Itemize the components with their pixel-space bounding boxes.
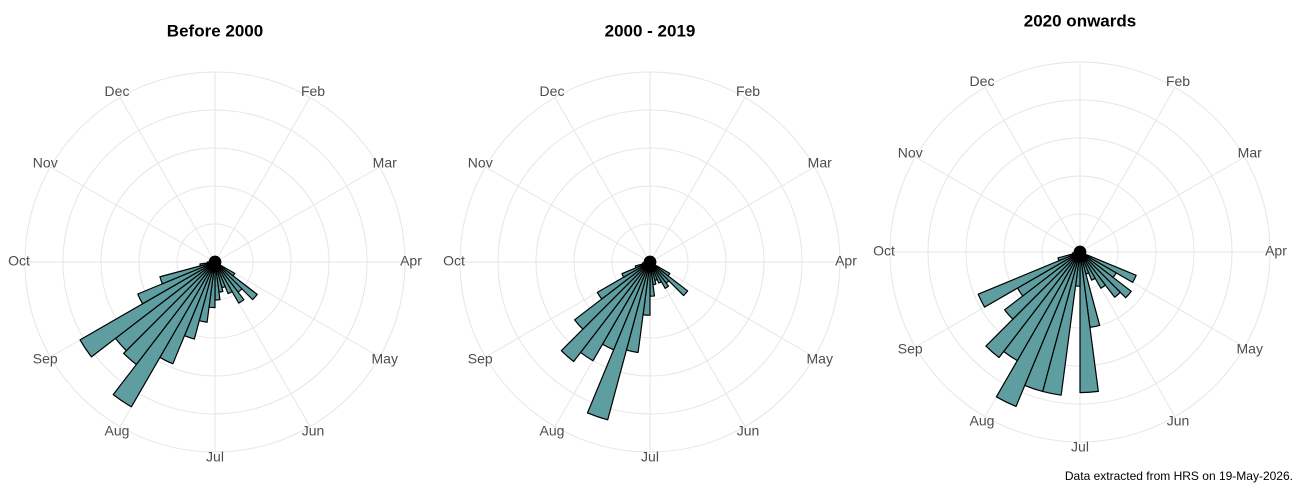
x-tick-label: Mar <box>808 155 832 171</box>
bar <box>214 261 245 304</box>
grid-spoke <box>649 166 815 263</box>
x-tick-label: Nov <box>468 155 493 171</box>
x-tick-label: Dec <box>105 83 130 99</box>
bar <box>560 261 651 363</box>
x-tick-label: Jul <box>641 449 659 465</box>
bar <box>1079 251 1132 299</box>
grid-spoke <box>485 166 651 263</box>
x-tick-label: Dec <box>540 83 565 99</box>
grid-spoke <box>50 166 216 263</box>
bar <box>649 261 662 284</box>
grid-spoke <box>1079 156 1245 253</box>
x-tick-label: Jun <box>1167 412 1190 428</box>
polar-panel: 2000 - 2019 Feb Mar Apr May Jun Jul Aug Sep Oct No… <box>443 21 857 464</box>
x-tick-label: Oct <box>873 243 895 259</box>
bar <box>586 261 651 421</box>
bar <box>214 261 233 295</box>
grid-spoke <box>214 261 380 358</box>
bar <box>214 261 258 301</box>
bar <box>574 261 651 330</box>
bar <box>1079 251 1096 281</box>
x-tick-label: May <box>372 351 398 367</box>
x-tick-label: Jun <box>737 422 760 438</box>
x-tick-label: Sep <box>33 351 58 367</box>
bar <box>137 261 216 305</box>
x-tick-label: Dec <box>970 73 995 89</box>
bar <box>123 261 216 366</box>
bar <box>1057 251 1081 262</box>
bar <box>596 261 651 300</box>
chart-title: 2000 - 2019 <box>605 21 696 40</box>
x-tick-label: Sep <box>898 341 923 357</box>
x-tick-label: Aug <box>540 422 565 438</box>
bar <box>1004 251 1081 320</box>
bar <box>995 251 1081 408</box>
bar <box>79 261 216 358</box>
x-tick-label: Nov <box>33 155 58 171</box>
bar <box>159 261 216 285</box>
grid-spoke <box>984 87 1081 253</box>
x-tick-label: Jun <box>302 422 325 438</box>
x-tick-label: Feb <box>1166 73 1190 89</box>
x-tick-label: Feb <box>736 83 760 99</box>
bar <box>621 261 651 278</box>
bar <box>1079 251 1107 289</box>
footnote: Data extracted from HRS on 19-May-2026. <box>1065 469 1293 483</box>
x-tick-label: Jul <box>206 449 224 465</box>
bar <box>1079 251 1099 394</box>
grid-spoke <box>214 166 380 263</box>
bar <box>112 261 216 408</box>
x-tick-label: Oct <box>8 253 30 269</box>
grid-spoke <box>649 97 746 263</box>
x-tick-label: Apr <box>1265 243 1287 259</box>
bar <box>213 255 216 263</box>
chart-title: Before 2000 <box>167 21 263 40</box>
bar <box>1079 251 1121 298</box>
bar <box>985 251 1081 359</box>
bar <box>977 251 1081 308</box>
chart-title: 2020 onwards <box>1024 11 1136 30</box>
grid-spoke <box>915 156 1081 253</box>
x-tick-label: Oct <box>443 253 465 269</box>
x-tick-label: May <box>807 351 833 367</box>
polar-panel: Before 2000 Feb Mar Apr May Jun Jul Aug Sep Oct No… <box>8 21 422 464</box>
polar-panel: 2020 onwards Feb Mar Apr May Jun Jul Aug Sep Oct N… <box>873 11 1287 454</box>
x-tick-label: Apr <box>400 253 422 269</box>
x-tick-label: May <box>1237 341 1263 357</box>
grid-spoke <box>119 97 216 263</box>
grid-spoke <box>1079 87 1176 253</box>
x-tick-label: Jul <box>1071 439 1089 455</box>
grid-spoke <box>214 97 311 263</box>
grid-spoke <box>554 97 651 263</box>
x-tick-label: Aug <box>970 412 995 428</box>
bar <box>1078 245 1081 253</box>
x-tick-label: Mar <box>373 155 397 171</box>
grid-spoke <box>649 261 746 427</box>
x-tick-label: Nov <box>898 145 923 161</box>
grid-spoke <box>649 261 815 358</box>
x-tick-label: Aug <box>105 422 130 438</box>
x-tick-label: Feb <box>301 83 325 99</box>
bar <box>649 261 689 297</box>
bar <box>649 261 670 289</box>
x-tick-label: Mar <box>1238 145 1262 161</box>
x-tick-label: Sep <box>468 351 493 367</box>
bar <box>648 255 651 263</box>
x-tick-label: Apr <box>835 253 857 269</box>
